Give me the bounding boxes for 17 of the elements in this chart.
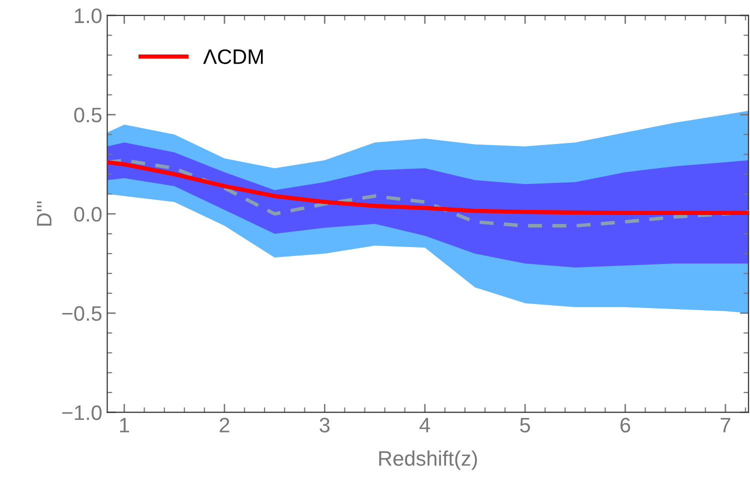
line-series bbox=[107, 160, 748, 215]
y-axis-title: D''' bbox=[37, 201, 52, 226]
y-tick-label: −0.5 bbox=[62, 306, 102, 321]
x-tick-label: 7 bbox=[720, 418, 730, 432]
y-tick-label: 1.0 bbox=[75, 8, 102, 24]
y-tick-label: 0.5 bbox=[74, 108, 102, 122]
x-tick-label: 1 bbox=[120, 418, 130, 432]
line-series bbox=[107, 158, 748, 228]
y-tick-label: −1.0 bbox=[62, 405, 102, 420]
x-tick-label: 5 bbox=[520, 418, 530, 433]
x-tick-label: 3 bbox=[320, 418, 330, 433]
x-tick-label: 4 bbox=[420, 418, 430, 432]
x-tick-label: 6 bbox=[620, 418, 630, 433]
x-axis-title: Redshift(z) bbox=[379, 450, 477, 470]
x-tick-label: 2 bbox=[220, 418, 230, 432]
legend-label: ΛCDM bbox=[203, 49, 263, 64]
y-tick-label: 0.0 bbox=[74, 206, 102, 222]
